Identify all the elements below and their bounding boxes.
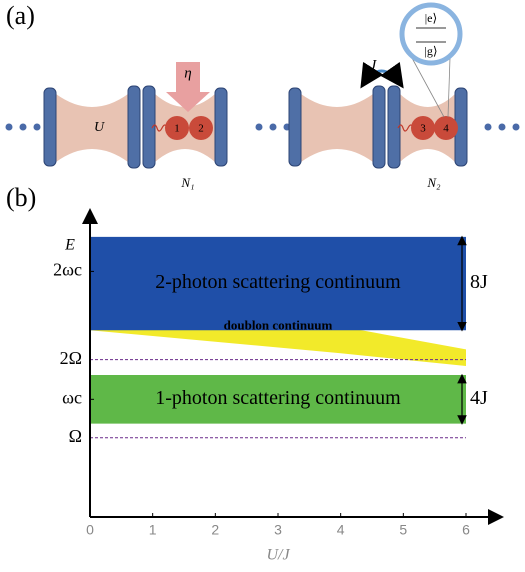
pump-label: η [184,65,191,81]
x-tick-label: 2 [211,522,219,538]
y-tick-label: ωc [62,387,82,407]
y-tick-label: Ω [69,426,82,446]
band-label: doublon continuum [224,317,333,332]
atom-label: 4 [443,123,449,135]
panel-b: (b) E U/J doublon continuum 8J 2-photon sc… [6,183,502,564]
panel-label: (b) [6,183,36,212]
band-label: 2-photon scattering continuum [155,271,401,293]
hopping-arrow [362,71,402,86]
y-tick-label: 2Ω [60,348,82,368]
panel-a: (a) η U [6,1,520,190]
span-label: 4J [470,387,488,409]
state-label: |e⟩ [425,11,437,25]
cavity-label: N₂ [426,175,441,190]
cavity-label: N₁ [180,175,194,190]
span-label: 8J [470,271,488,293]
state-label: |g⟩ [424,44,437,58]
x-tick-label: 6 [462,522,470,538]
atom-label: 2 [198,123,204,135]
x-tick-label: 4 [337,522,345,538]
x-tick-label: 3 [274,522,282,538]
band-label: 1-photon scattering continuum [155,387,401,409]
x-axis-label: U/J [266,547,290,564]
interaction-label: U [94,120,105,135]
atom-label: 1 [174,123,180,135]
x-tick-label: 1 [149,522,157,538]
figure: (a) η U [0,0,525,572]
y-tick-label: 2ωc [53,260,82,280]
atom-label: 3 [420,123,426,135]
x-tick-label: 5 [399,522,407,538]
y-axis-label: E [64,237,75,254]
panel-label: (a) [6,1,35,30]
x-tick-label: 0 [86,522,94,538]
